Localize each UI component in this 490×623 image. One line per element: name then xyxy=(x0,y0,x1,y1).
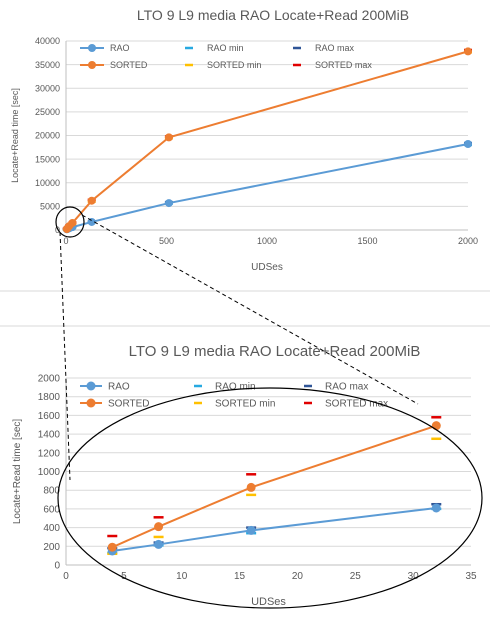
y-axis-label: Locate+Read time [sec] xyxy=(12,419,23,525)
y-tick-label: 1000 xyxy=(38,467,61,478)
x-tick-label: 0 xyxy=(63,236,68,246)
y-tick-label: 0 xyxy=(55,225,60,235)
y-tick-label: 1400 xyxy=(38,430,61,441)
y-tick-label: 2000 xyxy=(38,374,61,385)
data-point-rao xyxy=(246,525,256,535)
chart-title: LTO 9 L9 media RAO Locate+Read 200MiB xyxy=(137,7,409,23)
y-tick-label: 10000 xyxy=(35,178,60,188)
legend-swatch xyxy=(88,61,96,69)
data-point-sorted xyxy=(431,421,441,431)
y-axis-label: Locate+Read time [sec] xyxy=(10,88,20,183)
data-point-sorted xyxy=(246,482,256,492)
y-tick-label: 15000 xyxy=(35,154,60,164)
legend-label: RAO max xyxy=(325,382,368,393)
x-tick-label: 10 xyxy=(176,571,188,582)
legend-label: RAO max xyxy=(315,43,355,53)
x-tick-label: 25 xyxy=(350,571,362,582)
legend-swatch xyxy=(88,44,96,52)
y-tick-label: 400 xyxy=(43,523,60,534)
chart-title: LTO 9 L9 media RAO Locate+Read 200MiB xyxy=(129,343,421,360)
y-tick-label: 25000 xyxy=(35,107,60,117)
x-axis-label: UDSes xyxy=(251,596,286,608)
y-tick-label: 200 xyxy=(43,542,60,553)
legend-swatch xyxy=(86,398,96,408)
y-tick-label: 600 xyxy=(43,504,60,515)
zoom-source-ellipse xyxy=(55,206,85,238)
legend-label: SORTED min xyxy=(215,399,275,410)
legend-label: SORTED min xyxy=(207,60,261,70)
zoom-target-ellipse xyxy=(57,387,483,609)
x-tick-label: 500 xyxy=(159,236,174,246)
zoom-connector xyxy=(81,214,419,405)
data-point-rao xyxy=(154,539,164,549)
y-tick-label: 1800 xyxy=(38,392,61,403)
x-tick-label: 35 xyxy=(465,571,477,582)
x-tick-label: 15 xyxy=(234,571,246,582)
data-point-sorted xyxy=(164,133,173,142)
y-tick-label: 35000 xyxy=(35,60,60,70)
data-point-sorted xyxy=(464,47,472,56)
legend-label: SORTED xyxy=(108,399,150,410)
x-axis-label: UDSes xyxy=(251,262,283,273)
data-point-sorted xyxy=(87,196,96,205)
series-line-sorted xyxy=(66,50,469,230)
y-tick-label: 30000 xyxy=(35,83,60,93)
y-tick-label: 0 xyxy=(54,561,60,572)
series-line-rao xyxy=(112,506,437,552)
zoom-chart: LTO 9 L9 media RAO Locate+Read 200MiB 0 20… xyxy=(12,343,477,608)
y-tick-label: 20000 xyxy=(35,131,60,141)
x-tick-label: 0 xyxy=(63,571,69,582)
legend-label: RAO min xyxy=(207,43,244,53)
data-point-rao xyxy=(431,503,441,513)
y-tick-label: 1200 xyxy=(38,448,61,459)
y-tick-label: 5000 xyxy=(40,202,60,212)
overview-chart: LTO 9 L9 media RAO Locate+Read 200MiB 0 50… xyxy=(10,7,478,273)
y-tick-label: 800 xyxy=(43,486,60,497)
x-tick-label: 30 xyxy=(408,571,420,582)
x-tick-label: 2000 xyxy=(458,236,478,246)
data-point-rao xyxy=(164,199,173,208)
x-tick-label: 1500 xyxy=(357,236,377,246)
legend-label: RAO min xyxy=(215,382,256,393)
zoom-connector xyxy=(59,231,71,481)
data-point-sorted xyxy=(107,542,117,552)
data-point-sorted xyxy=(154,522,164,532)
series-line-rao xyxy=(66,143,469,231)
x-tick-label: 5 xyxy=(121,571,127,582)
legend-label: SORTED xyxy=(110,60,148,70)
legend-label: SORTED max xyxy=(315,60,372,70)
x-tick-label: 20 xyxy=(292,571,304,582)
legend-swatch xyxy=(86,381,96,391)
data-point-rao xyxy=(464,140,472,149)
x-tick-label: 1000 xyxy=(257,236,277,246)
data-point-rao xyxy=(87,217,96,226)
legend-label: RAO xyxy=(110,43,130,53)
legend-label: RAO xyxy=(108,382,130,393)
y-tick-label: 40000 xyxy=(35,36,60,46)
series-line-sorted xyxy=(111,424,437,549)
legend-label: SORTED max xyxy=(325,399,388,410)
data-point-sorted xyxy=(68,218,77,227)
zoom-callout xyxy=(55,206,483,609)
y-tick-label: 1600 xyxy=(38,411,61,422)
